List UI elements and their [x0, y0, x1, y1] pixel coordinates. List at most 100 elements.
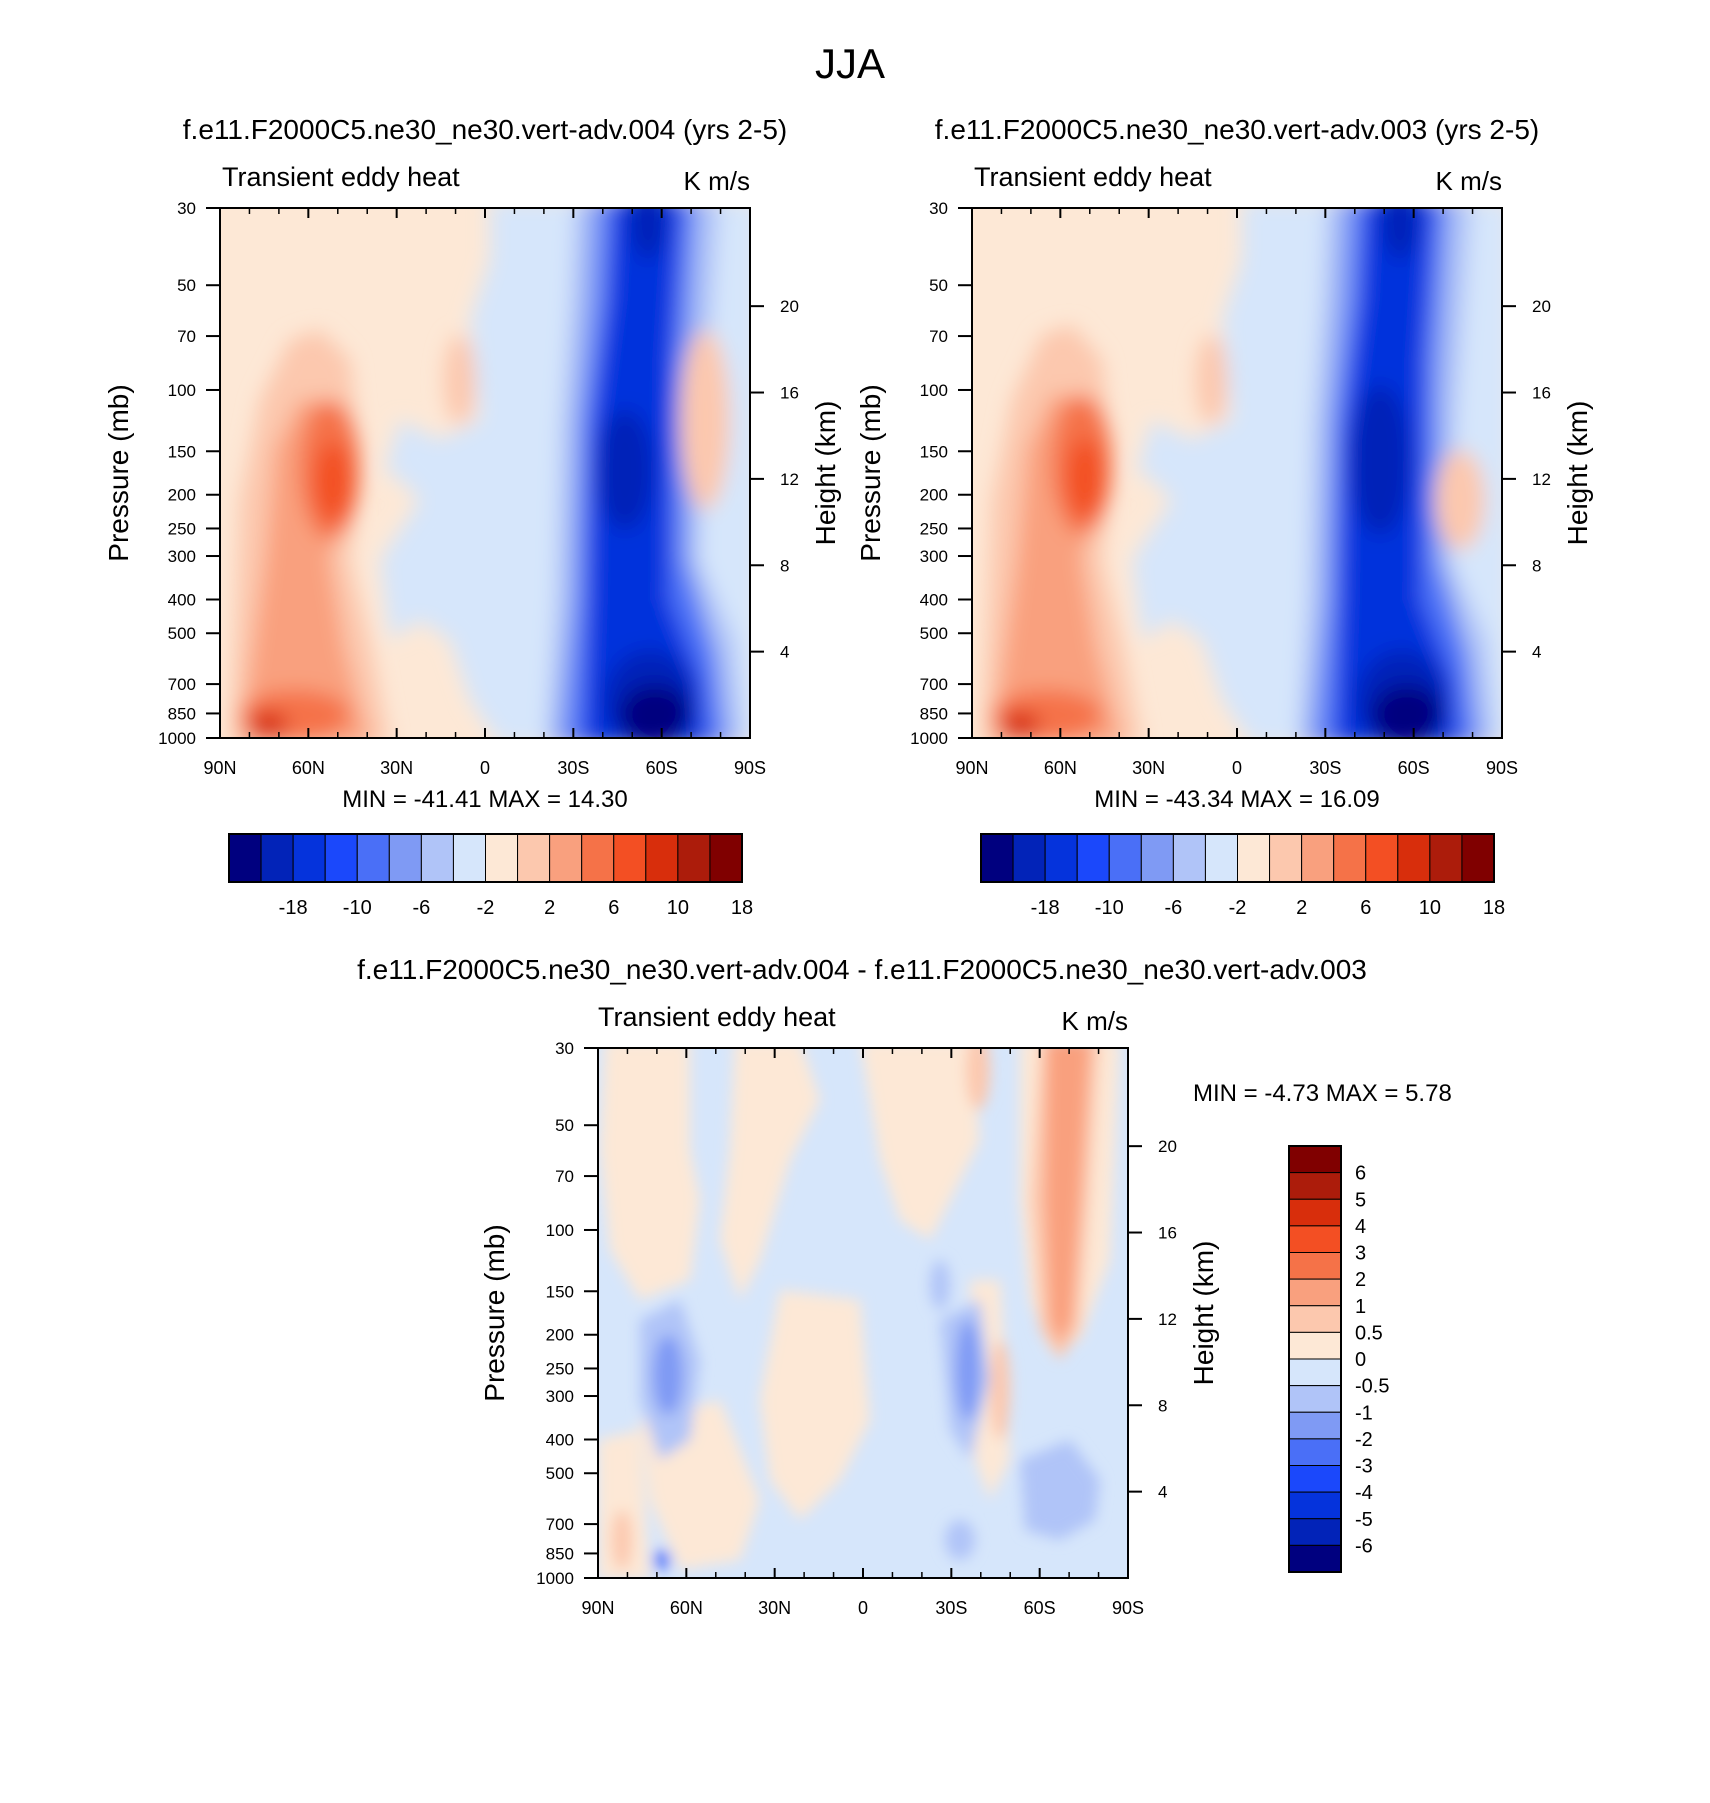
colorbar-2-label: 6	[1360, 897, 1371, 919]
panel-1-ytick-right-label: 8	[780, 556, 789, 575]
panel-3-xtick-label: 90S	[1112, 1598, 1144, 1618]
panel-2-ytick-label: 100	[920, 381, 948, 400]
colorbar-3-label: 2	[1355, 1269, 1366, 1291]
panel-3-ytick-label: 850	[546, 1544, 574, 1563]
colorbar-2-swatch	[1269, 833, 1303, 883]
colorbar-3-label: 0	[1355, 1349, 1366, 1371]
panel-3-ytick-label: 1000	[536, 1569, 574, 1588]
panel-3-xtick-label: 30S	[935, 1598, 967, 1618]
panel-1-ytick-right-label: 4	[780, 643, 789, 662]
panel-2-neg-core-mid	[1350, 385, 1410, 535]
panel-2-ylabel-right: Height (km)	[1562, 401, 1593, 546]
panel-2-ytick-right-label: 4	[1532, 643, 1541, 662]
panel-3-title: f.e11.F2000C5.ne30_ne30.vert-adv.004 - f…	[357, 954, 1367, 985]
colorbar-3-swatch	[1288, 1305, 1342, 1333]
panel-2-ytick-label: 50	[929, 276, 948, 295]
panel-1-xtick-label: 30S	[557, 758, 589, 778]
colorbar-3-label: -3	[1355, 1456, 1373, 1478]
panel-1-xtick-label: 60N	[292, 758, 325, 778]
panel-3-xtick-label: 60S	[1024, 1598, 1056, 1618]
colorbar-1-swatch	[420, 833, 454, 883]
colorbar-2-swatch	[1044, 833, 1078, 883]
panel-3-units: K m/s	[1062, 1006, 1128, 1036]
panel-1-pos-shade-tropic	[444, 335, 476, 425]
panel-2-xtick-label: 0	[1232, 758, 1242, 778]
panel-3-ytick-right-label: 4	[1158, 1483, 1167, 1502]
panel-3-pos-band-6	[598, 1430, 650, 1578]
panel-2-ytick-label: 850	[920, 704, 948, 723]
axes-ticks-and-colorbars: 90N 60N 30N 0 30S 60S 90S305070100150200250300…	[158, 199, 1551, 1618]
panel-1-neg-core-mid	[597, 410, 653, 530]
colorbar-3-label: 6	[1355, 1163, 1366, 1185]
panel-1-ytick-label: 200	[168, 486, 196, 505]
panel-2-title: f.e11.F2000C5.ne30_ne30.vert-adv.003 (yr…	[935, 114, 1539, 145]
panel-2-left-label: Transient eddy heat	[974, 162, 1212, 192]
colorbar-2-swatch	[1108, 833, 1142, 883]
panel-1-ytick-label: 30	[177, 199, 196, 218]
colorbar-3-swatch	[1288, 1331, 1342, 1360]
panel-2-pos-surface-2	[1000, 711, 1040, 738]
colorbar-3-label: 4	[1355, 1216, 1366, 1238]
colorbar-3-label: -1	[1355, 1402, 1373, 1424]
panel-3-ytick-label: 70	[555, 1167, 574, 1186]
colorbar-3-label: -4	[1355, 1482, 1373, 1504]
panel-2-xtick-label: 30N	[1132, 758, 1165, 778]
colorbar-2-swatch	[1204, 833, 1238, 883]
colorbar-3-label: 1	[1355, 1296, 1366, 1318]
colorbar-2-swatch	[1140, 833, 1174, 883]
panel-3-pos-shade-4	[990, 1340, 1010, 1440]
colorbar-1-label: -2	[477, 897, 495, 919]
colorbar-2-frame	[980, 833, 1495, 883]
panel-2-ytick-label: 500	[920, 624, 948, 643]
panel-3-pos-band-4	[760, 1290, 870, 1520]
colorbar-2-label: 18	[1483, 897, 1505, 919]
colorbar-1-label: 6	[608, 897, 619, 919]
colorbar-3-swatch	[1288, 1252, 1342, 1280]
panel-1-ylabel: Pressure (mb)	[103, 384, 134, 561]
panel-3-stats: MIN = -4.73 MAX = 5.78	[1193, 1080, 1452, 1107]
panel-3-pos-shade-2	[1045, 1048, 1090, 1345]
panel-3-pos-shade-3	[966, 1048, 990, 1110]
main-title: JJA	[815, 40, 885, 87]
panel-3-ylabel: Pressure (mb)	[479, 1224, 510, 1401]
panel-1-pos-surface-2	[248, 711, 288, 738]
colorbar-3-frame	[1288, 1145, 1342, 1573]
colorbar-3-swatch	[1288, 1438, 1342, 1466]
colorbar-2-swatch	[1365, 833, 1399, 883]
panel-2-ytick-label: 30	[929, 199, 948, 218]
panel-1-ytick-label: 400	[168, 591, 196, 610]
panel-1-xtick-label: 0	[480, 758, 490, 778]
colorbar-1-label: -10	[343, 897, 372, 919]
colorbar-2-label: 2	[1296, 897, 1307, 919]
colorbar-2-label: -18	[1031, 897, 1060, 919]
panel-2-ylabel: Pressure (mb)	[855, 384, 886, 561]
panel-2-ytick-label: 70	[929, 327, 948, 346]
panel-2-xtick-label: 30S	[1309, 758, 1341, 778]
panel-3-contours	[598, 1048, 1128, 1578]
colorbar-1-swatch	[677, 833, 711, 883]
panel-1-ytick-right-label: 20	[780, 297, 799, 316]
panel-2-ytick-label: 700	[920, 675, 948, 694]
panel-2-xtick-label: 90N	[955, 758, 988, 778]
panel-2-ytick-right-label: 12	[1532, 470, 1551, 489]
colorbar-2-swatch	[1012, 833, 1046, 883]
colorbar-3-label: -5	[1355, 1509, 1373, 1531]
panel-3-ylabel-right: Height (km)	[1188, 1241, 1219, 1386]
panel-2-ytick-label: 150	[920, 442, 948, 461]
colorbar-3-swatch	[1288, 1385, 1342, 1413]
panel-2-xtick-label: 60N	[1044, 758, 1077, 778]
panel-3-ytick-right-label: 12	[1158, 1310, 1177, 1329]
panel-3-ytick-right-label: 20	[1158, 1137, 1177, 1156]
colorbar-3-swatch	[1288, 1172, 1342, 1200]
panel-2-neg-core-min	[1372, 685, 1442, 738]
colorbar-2-swatch	[1429, 833, 1463, 883]
panel-1-ytick-label: 1000	[158, 729, 196, 748]
colorbar-3-swatch	[1288, 1465, 1342, 1493]
colorbar-2-swatch	[1461, 833, 1495, 883]
colorbar-3-label: -6	[1355, 1535, 1373, 1557]
colorbar-2-swatch	[980, 833, 1014, 883]
panel-3-ytick-label: 150	[546, 1282, 574, 1301]
colorbar-1-swatch	[709, 833, 743, 883]
colorbar-2-label: -10	[1095, 897, 1124, 919]
